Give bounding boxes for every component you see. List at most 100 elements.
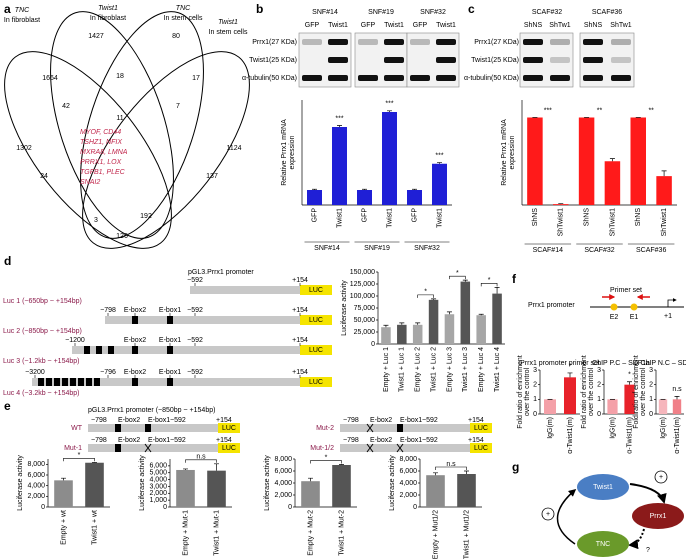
e-box	[167, 316, 173, 324]
y-tick-label: 0	[413, 504, 417, 511]
site-label: −1200	[65, 337, 85, 344]
annotation: *	[456, 270, 459, 277]
blot-band	[358, 39, 378, 45]
y-tick-label: 3	[597, 367, 601, 374]
annotation: n.s	[672, 386, 682, 393]
set-sub: In fibroblast	[4, 17, 40, 24]
error-bar	[478, 313, 484, 316]
sign-circle	[654, 470, 668, 484]
bar	[476, 315, 486, 344]
site-label: +154	[216, 417, 232, 424]
x-tick-label: IgG(m)	[660, 417, 667, 439]
blot-band	[358, 75, 378, 81]
construct-name: Mut-1	[64, 445, 82, 452]
error-bar	[609, 158, 615, 162]
e2-site	[610, 303, 618, 311]
y-tick-label: 1	[649, 396, 653, 403]
promoter-title: pGL3.Prrx1 promoter	[188, 269, 254, 276]
set-name: TNC	[176, 5, 191, 12]
blot-band	[583, 39, 603, 45]
y-axis-label: over the control	[524, 367, 531, 416]
construct-name: Mut-2	[316, 425, 334, 432]
site-label: LUC	[222, 425, 236, 432]
error-bar	[387, 110, 392, 112]
annotation: *	[628, 372, 631, 379]
y-axis-label: expression	[509, 135, 516, 169]
error-bar	[183, 468, 188, 470]
error-bar	[462, 279, 468, 282]
sig-bracket	[449, 275, 466, 280]
venn-count: 18	[116, 73, 124, 80]
x-tick-label: GFP	[411, 208, 418, 223]
set-name: Twist1	[218, 19, 238, 26]
x-tick-label: Twist1 + wt	[91, 510, 98, 545]
y-tick-label: 2	[533, 382, 537, 389]
blot-row: Prrx1(27 KDa)	[474, 39, 519, 46]
mutated-box	[366, 423, 374, 433]
y-tick-label: 8,000	[274, 456, 292, 463]
blot-lane: GFP	[305, 22, 320, 29]
bar	[397, 324, 407, 344]
blot-lane: ShNS	[524, 22, 543, 29]
y-tick-label: 2	[649, 382, 653, 389]
e-box	[115, 444, 121, 452]
y-axis-label: Relative Prrx1 mRNA	[501, 119, 508, 186]
site-label: −798	[343, 417, 359, 424]
site-label: LUC	[474, 425, 488, 432]
bar	[176, 469, 195, 507]
y-tick-label: 150,000	[350, 269, 375, 276]
chart-title: ChIP P.C – SDF1a	[592, 360, 650, 367]
y-tick-label: 2,000	[149, 490, 167, 497]
node	[577, 474, 629, 500]
venn-gene: SNAI2	[80, 179, 100, 186]
blot-band	[583, 57, 603, 63]
error-bar	[674, 396, 680, 400]
y-axis-label: over the control	[588, 367, 595, 416]
y-tick-label: 100,000	[350, 293, 375, 300]
x-tick-label: Empty + Luc 1	[383, 347, 390, 392]
e-box	[132, 316, 138, 324]
construct-name: Luc 4 (−3.2kb ~ +154bp)	[3, 390, 79, 397]
site-label: E-box1	[159, 307, 181, 314]
site-label: −3200	[25, 369, 45, 376]
site-label: −592	[187, 337, 203, 344]
site-label: −592	[170, 417, 186, 424]
site-label: E-box1	[159, 337, 181, 344]
promoter-bar	[340, 424, 470, 432]
x-tick-label: Twist1 + Mut1/2	[463, 510, 470, 559]
e-box	[167, 378, 173, 386]
x-tick-label: Twist1 + Mut-2	[338, 510, 345, 556]
site-label: E2	[610, 314, 619, 321]
e-box	[115, 424, 121, 432]
y-axis-label: Luciferase activity	[341, 280, 348, 336]
y-axis-label: Luciferase activity	[389, 455, 396, 511]
y-tick-label: 125,000	[350, 281, 375, 288]
blot-band	[523, 57, 543, 63]
site-label: E-box2	[370, 417, 392, 424]
venn-set	[80, 11, 204, 239]
x-tick-label: IgG(m)	[547, 417, 554, 439]
site-label: LUC	[309, 379, 323, 386]
blot-band	[384, 39, 404, 45]
bar	[578, 117, 595, 205]
venn-count: 24	[40, 173, 48, 180]
error-bar	[567, 372, 573, 378]
e-box	[54, 378, 60, 386]
error-bar	[337, 125, 342, 127]
e-box	[145, 424, 151, 432]
x-tick-label: ShNS	[635, 208, 642, 227]
venn-count: 1302	[16, 145, 32, 152]
luc-box	[218, 443, 240, 453]
venn-gene: PRRX1, LOX	[80, 159, 122, 166]
e-box	[62, 378, 68, 386]
luc-box	[300, 377, 332, 387]
x-tick-label: α-Twist1(m)	[567, 417, 574, 454]
y-tick-label: 6,000	[27, 472, 45, 479]
bar	[672, 399, 682, 414]
luc-box	[218, 423, 240, 433]
x-tick-label: Empty + Luc 2	[415, 347, 422, 392]
sig-bracket	[435, 466, 467, 470]
mutated-box	[366, 443, 374, 453]
x-tick-label: Twist1 + Luc 1	[399, 347, 406, 392]
panel-label: g	[512, 460, 519, 474]
